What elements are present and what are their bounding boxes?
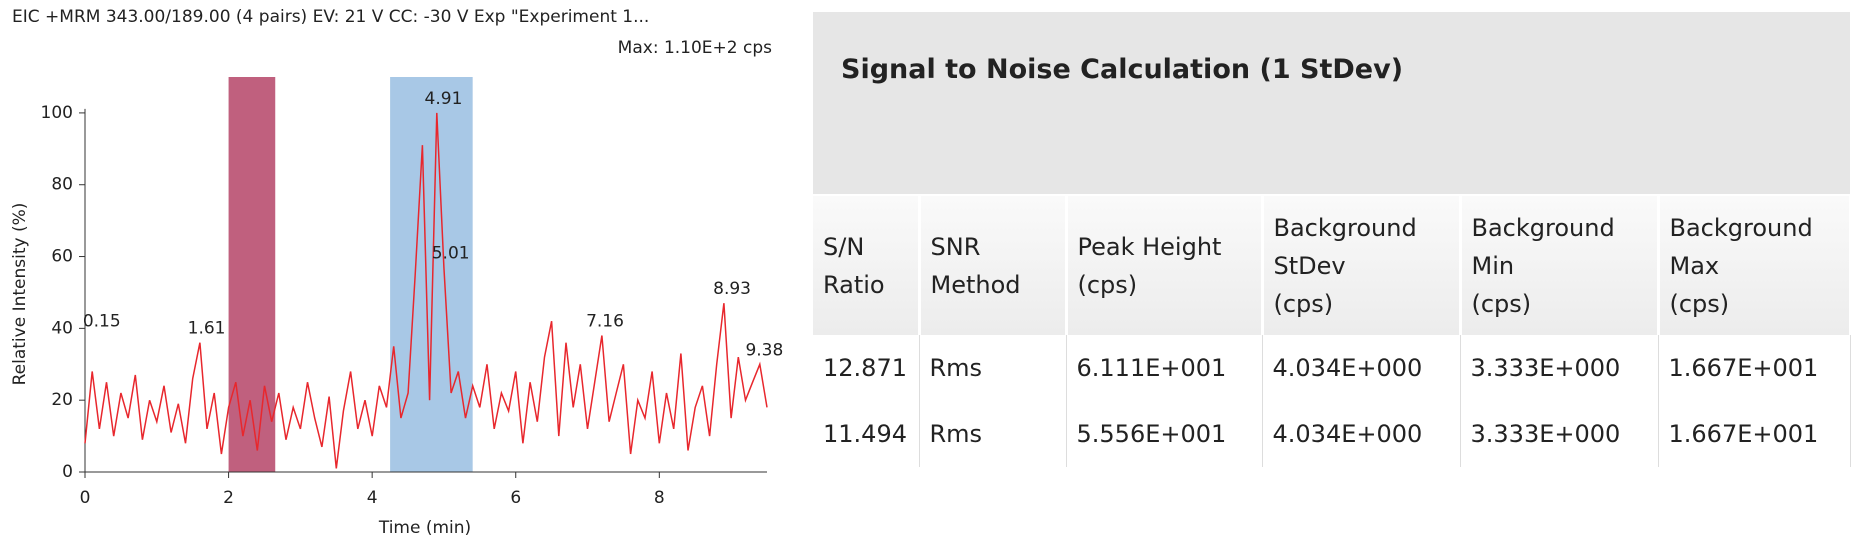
header-row: S/N Ratio SNR Method Peak Height (cps) Backgro… xyxy=(813,196,1852,335)
x-axis-label: Time (min) xyxy=(378,518,471,538)
peak-label: 0.15 xyxy=(83,312,121,332)
y-axis-label: Relative Intensity (%) xyxy=(10,203,30,386)
header-line: Max xyxy=(1669,251,1720,280)
column-header: Background Min (cps) xyxy=(1460,196,1660,335)
column-header: Background StDev (cps) xyxy=(1262,196,1462,335)
column-header: S/N Ratio xyxy=(813,196,921,335)
y-tick-label: 80 xyxy=(51,175,73,195)
peak-label: 1.61 xyxy=(188,319,226,339)
snr-table: Signal to Noise Calculation (1 StDev) S/… xyxy=(813,12,1852,467)
peak-label: 5.01 xyxy=(432,243,470,263)
column-header: SNR Method xyxy=(919,196,1068,335)
y-tick-label: 60 xyxy=(51,247,73,267)
header-line: (cps) xyxy=(1669,289,1730,318)
table-cell: Rms xyxy=(919,335,1067,401)
table-cell: 5.556E+001 xyxy=(1066,401,1263,467)
x-tick-label: 6 xyxy=(510,488,521,508)
chart-title: EIC +MRM 343.00/189.00 (4 pairs) EV: 21 … xyxy=(12,7,649,27)
table-cell: Rms xyxy=(919,401,1067,467)
peak-label: 7.16 xyxy=(586,312,624,332)
table-row: 11.494 Rms 5.556E+001 4.034E+000 3.333E+000 1… xyxy=(813,401,1851,467)
table-title: Signal to Noise Calculation (1 StDev) xyxy=(813,12,1850,196)
y-tick-label: 0 xyxy=(62,462,73,482)
y-tick-label: 100 xyxy=(41,103,73,123)
peak-label: 9.38 xyxy=(745,340,783,360)
y-tick-label: 40 xyxy=(51,318,73,338)
header-line: Min xyxy=(1471,251,1515,280)
table-cell: 12.871 xyxy=(813,335,920,401)
table-cell: 4.034E+000 xyxy=(1262,335,1461,401)
peak-label: 4.91 xyxy=(425,89,463,109)
chart-subtitle: Max: 1.10E+2 cps xyxy=(618,38,772,58)
table-cell: 1.667E+001 xyxy=(1658,335,1851,401)
header-line: SNR xyxy=(930,232,981,261)
header-line: (cps) xyxy=(1077,270,1138,299)
table-cell: 3.333E+000 xyxy=(1460,335,1659,401)
header-line: StDev xyxy=(1273,251,1346,280)
table-cell: 11.494 xyxy=(813,401,920,467)
table-row: 12.871 Rms 6.111E+001 4.034E+000 3.333E+000 1… xyxy=(813,335,1851,401)
table-cell: 6.111E+001 xyxy=(1066,335,1263,401)
table-cell: 1.667E+001 xyxy=(1658,401,1851,467)
header-line: Method xyxy=(930,270,1021,299)
header-line: Background xyxy=(1669,213,1813,242)
x-tick-label: 4 xyxy=(367,488,378,508)
x-tick-label: 0 xyxy=(80,488,91,508)
column-header: Background Max (cps) xyxy=(1658,196,1852,335)
header-line: Peak Height xyxy=(1077,232,1222,261)
chart: EIC +MRM 343.00/189.00 (4 pairs) EV: 21 … xyxy=(10,7,783,538)
header-line: Ratio xyxy=(823,270,885,299)
x-tick-label: 2 xyxy=(223,488,234,508)
x-tick-label: 8 xyxy=(654,488,665,508)
y-tick-label: 20 xyxy=(51,390,73,410)
table-body: 12.871 Rms 6.111E+001 4.034E+000 3.333E+000 1… xyxy=(813,335,1851,467)
trace-line xyxy=(84,112,768,469)
column-header: Peak Height (cps) xyxy=(1066,196,1264,335)
highlight-region xyxy=(228,77,276,472)
table-cell: 4.034E+000 xyxy=(1262,401,1461,467)
header-line: (cps) xyxy=(1471,289,1532,318)
table-cell: 3.333E+000 xyxy=(1460,401,1659,467)
header-line: Background xyxy=(1273,213,1417,242)
header-line: Background xyxy=(1471,213,1615,242)
peak-label: 8.93 xyxy=(713,279,751,299)
header-line: (cps) xyxy=(1273,289,1334,318)
header-line: S/N xyxy=(823,232,865,261)
table: S/N Ratio SNR Method Peak Height (cps) Backgro… xyxy=(813,196,1852,467)
